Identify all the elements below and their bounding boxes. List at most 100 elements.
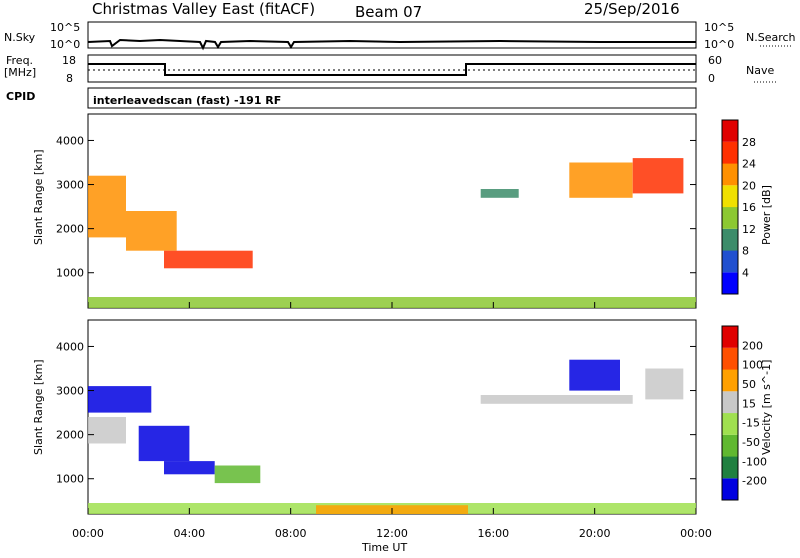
noise-frame — [87, 21, 697, 49]
nave-tick-bottom: 0 — [708, 72, 715, 85]
data-region-1-2 — [138, 425, 190, 462]
cpid-text: interleavedscan (fast) -191 RF — [93, 94, 281, 107]
data-region-0-1 — [126, 211, 177, 251]
cpid-frame — [87, 87, 697, 109]
data-region-1-0 — [88, 417, 126, 444]
cpid-label: CPID — [6, 90, 35, 103]
colorbar-tick-label: 20 — [742, 179, 756, 192]
colorbar-tick-label: 100 — [742, 359, 763, 372]
data-region-1-8 — [569, 359, 620, 391]
colorbar-segment — [722, 478, 738, 501]
y-tick-label: 3000 — [56, 385, 84, 398]
colorbar-frame — [721, 325, 739, 501]
data-region-0-4 — [480, 189, 519, 198]
frequency-label-line1: Freq. — [6, 54, 33, 67]
power-y-ticks: 1000 2000 3000 4000 — [56, 134, 696, 280]
time-x-ticks: 00:00 04:00 08:00 12:00 16:00 20:00 00:00 — [72, 302, 712, 540]
data-region-0-2 — [164, 250, 253, 269]
data-region-0-6 — [632, 158, 684, 194]
frequency-trace — [88, 63, 696, 76]
colorbar-segment — [722, 413, 738, 435]
colorbar-tick-label: 200 — [742, 339, 763, 352]
data-region-1-1 — [88, 386, 152, 413]
colorbar-tick-label: 4 — [742, 266, 749, 279]
velocity-y-ticks: 1000 2000 3000 4000 — [56, 340, 696, 486]
colorbar-segment — [722, 272, 738, 295]
frequency-tick-top: 18 — [62, 54, 76, 67]
velocity-colorbar-label: Velocity [m s^-1] — [760, 360, 773, 455]
noise-right-label: N.Search — [746, 31, 796, 44]
colorbar-tick-label: 50 — [742, 378, 756, 391]
colorbar-tick-label: -15 — [742, 417, 760, 430]
x-tick-label: 00:00 — [72, 527, 104, 540]
beam-label: Beam 07 — [355, 3, 422, 21]
power-plot-frame — [87, 113, 697, 309]
colorbar-tick-label: 12 — [742, 223, 756, 236]
colorbar-tick-label: 16 — [742, 201, 756, 214]
data-region-0-5 — [569, 162, 633, 198]
frequency-label-line2: [MHz] — [4, 66, 36, 79]
colorbar-segment — [722, 347, 738, 370]
colorbar-segment — [722, 456, 738, 479]
x-tick-label: 08:00 — [275, 527, 307, 540]
velocity-colorbar: 200 100 50 15 -15 -50 -100 -200 — [721, 325, 767, 501]
colorbar-segment — [722, 185, 738, 208]
x-tick-label: 20:00 — [579, 527, 611, 540]
y-tick-label: 1000 — [56, 473, 84, 486]
colorbar-segment — [722, 163, 738, 186]
colorbar-tick-label: -50 — [742, 436, 760, 449]
cpid-panel: CPID interleavedscan (fast) -191 RF — [6, 87, 697, 109]
colorbar-segment — [722, 250, 738, 273]
colorbar-segment — [722, 326, 738, 348]
colorbar-tick-label: 28 — [742, 136, 756, 149]
nave-label: Nave — [746, 64, 774, 77]
y-tick-label: 2000 — [56, 223, 84, 236]
y-tick-label: 4000 — [56, 340, 84, 353]
time-xlabel: Time UT — [361, 541, 407, 554]
colorbar-frame — [721, 119, 739, 295]
data-region-1-3 — [164, 461, 215, 475]
colorbar-tick-label: -200 — [742, 475, 767, 488]
nave-tick-top: 60 — [708, 54, 722, 67]
data-region-1-4 — [214, 465, 261, 484]
y-tick-label: 3000 — [56, 179, 84, 192]
x-tick-label: 04:00 — [173, 527, 205, 540]
frequency-frame — [87, 54, 697, 83]
noise-left-tick-bottom: 10^0 — [50, 38, 80, 51]
date-label: 25/Sep/2016 — [584, 0, 680, 18]
colorbar-tick-label: 24 — [742, 158, 756, 171]
colorbar-tick-label: 8 — [742, 245, 749, 258]
noise-panel: N.Sky 10^5 10^0 10^5 10^0 N.Search — [4, 21, 796, 51]
data-region-1-7 — [480, 395, 633, 404]
colorbar-segment — [722, 228, 738, 251]
data-region-1-9 — [645, 368, 684, 400]
y-tick-label: 4000 — [56, 134, 84, 147]
power-colorbar-label: Power [dB] — [760, 185, 773, 245]
colorbar-segment — [722, 391, 738, 414]
noise-sky-trace — [87, 38, 696, 51]
colorbar-segment — [722, 141, 738, 164]
noise-right-tick-bottom: 10^0 — [704, 38, 734, 51]
data-region-0-0 — [88, 175, 126, 238]
x-tick-label: 00:00 — [680, 527, 712, 540]
power-ylabel: Slant Range [km] — [32, 149, 45, 245]
y-tick-label: 2000 — [56, 429, 84, 442]
noise-right-tick-top: 10^5 — [704, 21, 734, 34]
velocity-plot-frame — [87, 319, 697, 515]
velocity-ylabel: Slant Range [km] — [32, 359, 45, 455]
colorbar-segment — [722, 369, 738, 392]
velocity-panel: 1000 2000 3000 4000 Slant Range [km] 200 100… — [32, 319, 773, 515]
colorbar-tick-label: 15 — [742, 397, 756, 410]
colorbar-segment — [722, 120, 738, 142]
power-colorbar: 4 8 12 16 20 24 28 — [721, 119, 756, 295]
colorbar-segment — [722, 207, 738, 229]
noise-left-tick-top: 10^5 — [50, 21, 80, 34]
y-tick-label: 1000 — [56, 267, 84, 280]
x-tick-label: 12:00 — [376, 527, 408, 540]
power-panel: 1000 2000 3000 4000 Slant Range [km] 4 8 12 16… — [32, 113, 773, 309]
x-tick-label: 16:00 — [477, 527, 509, 540]
noise-left-label: N.Sky — [4, 31, 36, 44]
frequency-panel: Freq. [MHz] 18 8 60 0 Nave — [4, 54, 776, 85]
colorbar-segment — [722, 434, 738, 457]
